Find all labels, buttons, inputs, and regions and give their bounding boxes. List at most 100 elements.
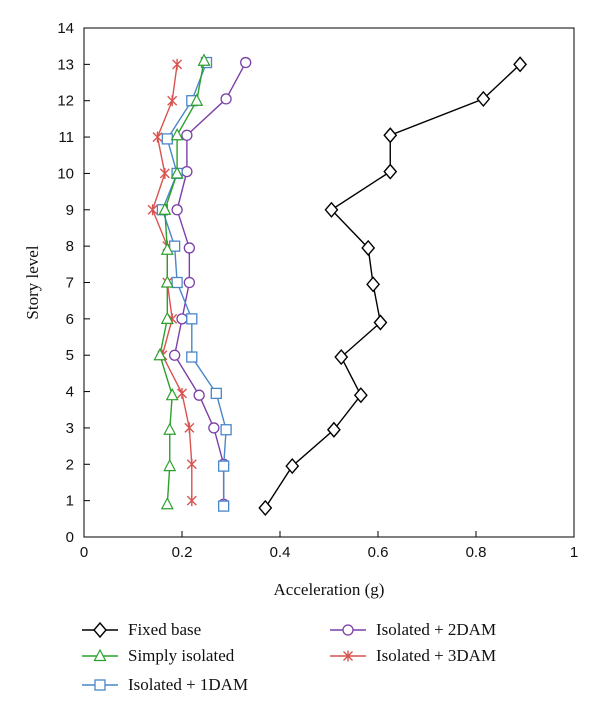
data-point-fixed-base	[285, 458, 300, 475]
y-tick-label: 10	[57, 165, 74, 182]
legend-swatch	[82, 679, 118, 691]
data-point-simply-isolated-shape	[165, 387, 179, 401]
data-point-isolated-1dam-shape	[168, 240, 181, 252]
data-point-isolated-1dam-shape	[210, 387, 222, 400]
data-point-simply-isolated	[170, 127, 184, 141]
y-tick-label: 13	[57, 56, 74, 73]
data-point-simply-isolated	[163, 422, 177, 435]
data-point-fixed-base-shape	[353, 387, 368, 404]
data-point-isolated-1dam	[171, 276, 183, 289]
data-point-isolated-1dam-shape	[186, 351, 198, 363]
legend-swatch-marker	[94, 679, 106, 691]
legend: Fixed base Simply isolated Isolated + 1DAM…	[80, 612, 580, 702]
legend-swatch-marker-shape	[94, 679, 106, 691]
data-point-isolated-2dam-shape	[240, 56, 252, 69]
data-point-isolated-1dam	[217, 500, 230, 512]
data-point-isolated-2dam	[240, 56, 252, 69]
data-point-isolated-1dam-shape	[217, 460, 230, 472]
data-point-simply-isolated-shape	[197, 53, 211, 66]
y-tick-label: 5	[66, 347, 74, 364]
legend-swatch-marker-shape	[93, 621, 107, 639]
data-point-simply-isolated-shape	[163, 422, 177, 435]
legend-swatch-marker	[93, 621, 107, 639]
data-point-fixed-base-shape	[361, 239, 376, 257]
data-point-simply-isolated	[163, 458, 177, 472]
data-point-fixed-base	[334, 348, 349, 366]
data-point-fixed-base-shape	[366, 276, 381, 293]
data-point-isolated-1dam-shape	[220, 424, 232, 436]
data-point-simply-isolated	[160, 242, 174, 255]
data-point-fixed-base	[476, 90, 491, 107]
data-point-simply-isolated-shape	[163, 458, 177, 472]
y-tick-label: 14	[57, 20, 74, 37]
data-point-isolated-2dam	[181, 165, 193, 178]
y-tick-label: 3	[66, 420, 74, 437]
y-tick-label: 9	[66, 202, 74, 219]
legend-swatch	[82, 621, 118, 639]
data-point-isolated-1dam	[186, 351, 198, 363]
y-tick-label: 1	[66, 493, 74, 510]
data-point-fixed-base	[513, 56, 528, 73]
data-point-isolated-2dam	[220, 93, 232, 105]
data-point-simply-isolated-shape	[160, 275, 174, 288]
legend-label: Isolated + 1DAM	[128, 675, 249, 694]
legend-item-isolated-3dam: Isolated + 3DAM	[328, 644, 496, 668]
legend-label: Isolated + 3DAM	[376, 646, 497, 665]
legend-swatch-marker	[343, 650, 353, 662]
data-point-isolated-2dam-shape	[181, 129, 193, 141]
data-point-isolated-2dam-shape	[168, 349, 181, 361]
legend-label: Fixed base	[128, 620, 202, 639]
data-point-fixed-base	[258, 499, 273, 516]
data-point-isolated-3dam	[186, 458, 197, 470]
legend-swatch-marker	[93, 648, 107, 662]
x-tick-label: 0.2	[172, 544, 193, 561]
data-point-isolated-2dam-shape	[181, 165, 193, 178]
data-point-fixed-base-shape	[334, 348, 349, 366]
data-point-isolated-2dam-shape	[171, 204, 183, 216]
data-point-isolated-2dam	[171, 204, 183, 216]
data-point-fixed-base	[373, 314, 388, 331]
data-point-isolated-2dam	[183, 276, 196, 289]
data-point-isolated-3dam	[184, 422, 195, 434]
data-point-isolated-3dam	[177, 387, 187, 399]
y-axis-label: Story level	[23, 245, 42, 319]
data-point-simply-isolated-shape	[170, 127, 184, 141]
data-point-isolated-1dam	[217, 460, 230, 472]
legend-swatch-marker-shape	[342, 624, 354, 636]
data-point-simply-isolated	[197, 53, 211, 66]
data-point-simply-isolated	[160, 496, 174, 510]
data-point-isolated-1dam	[210, 387, 222, 400]
legend-item-fixed-base: Fixed base	[80, 618, 201, 642]
x-tick-label: 0	[80, 544, 88, 561]
data-point-fixed-base	[366, 276, 381, 293]
data-point-isolated-2dam-shape	[193, 389, 205, 401]
data-point-isolated-1dam	[168, 240, 181, 252]
data-point-simply-isolated	[160, 311, 174, 324]
data-point-simply-isolated-shape	[153, 347, 167, 361]
data-point-fixed-base-shape	[476, 90, 491, 107]
data-point-isolated-2dam	[208, 422, 220, 434]
data-point-isolated-3dam	[186, 495, 197, 507]
data-point-fixed-base	[383, 163, 398, 180]
data-point-fixed-base-shape	[326, 421, 341, 438]
data-point-fixed-base	[326, 421, 341, 438]
data-point-isolated-1dam	[186, 313, 198, 325]
plot-frame	[83, 27, 575, 538]
data-point-isolated-1dam-shape	[186, 313, 198, 325]
legend-label: Isolated + 2DAM	[376, 620, 497, 639]
data-point-isolated-1dam	[220, 424, 232, 436]
y-tick-label: 7	[66, 275, 74, 292]
data-point-isolated-2dam-shape	[176, 313, 188, 325]
data-point-isolated-3dam	[159, 167, 170, 179]
data-point-simply-isolated-shape	[160, 242, 174, 255]
data-point-simply-isolated	[153, 347, 167, 361]
data-point-isolated-2dam-shape	[183, 276, 196, 289]
data-point-fixed-base	[324, 201, 339, 218]
y-tick-label: 6	[66, 311, 74, 328]
data-point-isolated-2dam	[176, 313, 188, 325]
x-axis-label: Acceleration (g)	[274, 580, 385, 599]
data-point-isolated-2dam-shape	[183, 242, 196, 254]
data-point-isolated-3dam	[172, 58, 183, 70]
data-point-fixed-base-shape	[513, 56, 528, 73]
y-tick-label: 12	[57, 93, 74, 110]
